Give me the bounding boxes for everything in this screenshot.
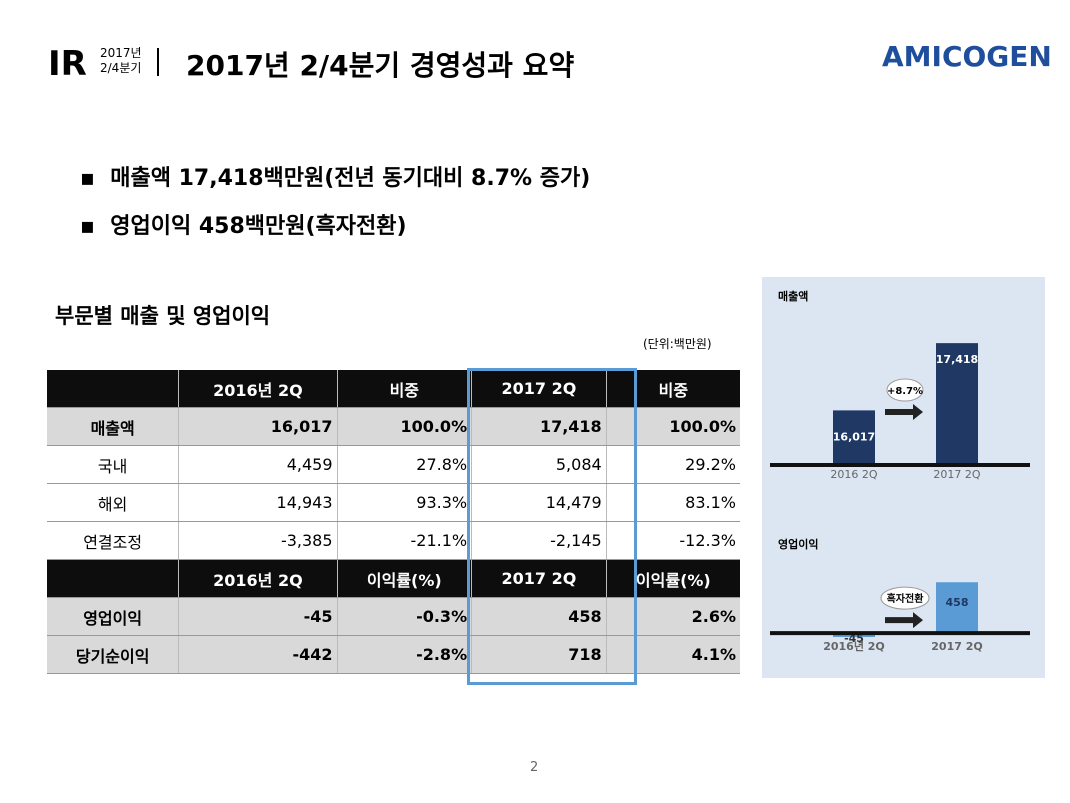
- category-label: 2017 2Q: [931, 640, 982, 653]
- cell: 14,479: [471, 483, 607, 522]
- value-label: -45: [844, 632, 864, 645]
- header-cell: 이익률(%): [605, 559, 740, 598]
- cell: 4,459: [178, 445, 338, 484]
- cell: 2.6%: [605, 597, 740, 636]
- category-label: 2016 2Q: [830, 468, 877, 481]
- unit: (단위:백만원): [643, 337, 712, 351]
- bullet-text: 매출액 17,418백만원(전년 동기대비 8.7% 증가): [110, 166, 591, 191]
- row: 당기순이익 -442 -2.8% 718 4.1%: [47, 635, 740, 674]
- page-number: 2: [530, 760, 539, 775]
- cell: 14,943: [178, 483, 338, 522]
- chart-title: 매출액: [778, 289, 808, 303]
- cell: 458: [471, 597, 607, 636]
- header-cell: [47, 559, 179, 598]
- cell: 당기순이익: [47, 635, 179, 674]
- cell: -45: [178, 597, 338, 636]
- header-cell: 2016년 2Q: [178, 370, 338, 408]
- bar: [833, 410, 875, 464]
- header-cell: [47, 370, 179, 408]
- annotation: +8.7%: [887, 386, 923, 397]
- cell: 100.0%: [605, 407, 740, 446]
- value-label: 16,017: [833, 430, 875, 443]
- row: 연결조정 -3,385 -21.1% -2,145 -12.3%: [47, 521, 740, 560]
- table: 2016년 2Q 비중 2017 2Q 비중 매출액 16,017 100.0% 17,418…: [47, 370, 740, 674]
- row: 영업이익 -45 -0.3% 458 2.6%: [47, 597, 740, 636]
- baseline: [770, 631, 1030, 636]
- cell: -2.8%: [336, 635, 472, 674]
- header-cell: 이익률(%): [336, 559, 472, 598]
- bullet: ▪ 매출액 17,418백만원(전년 동기대비 8.7% 증가): [80, 166, 591, 191]
- cell: 매출액: [47, 407, 179, 446]
- ir-label: IR: [48, 44, 87, 84]
- header-cell: 2017 2Q: [471, 559, 607, 598]
- period-line: 2/4분기: [100, 61, 142, 75]
- bar: [936, 343, 978, 464]
- chart-panel: [762, 277, 1045, 678]
- cell: -2,145: [471, 521, 607, 560]
- cell: 17,418: [471, 407, 607, 446]
- header-row: 2016년 2Q 비중 2017 2Q 비중: [47, 370, 740, 408]
- highlight: [467, 368, 637, 685]
- period-line: 2017년: [100, 46, 142, 60]
- cell: 영업이익: [47, 597, 179, 636]
- period: 2017년 2/4분기: [100, 46, 142, 76]
- cell: 93.3%: [336, 483, 472, 522]
- cell: -12.3%: [605, 521, 740, 560]
- row: 국내 4,459 27.8% 5,084 29.2%: [47, 445, 740, 484]
- header-row: 2016년 2Q 이익률(%) 2017 2Q 이익률(%): [47, 559, 740, 598]
- header-cell: 비중: [605, 370, 740, 408]
- logo: AMICOGEN: [882, 40, 1052, 73]
- cell: -21.1%: [336, 521, 472, 560]
- bullet: ▪ 영업이익 458백만원(흑자전환): [80, 214, 407, 239]
- row: 매출액 16,017 100.0% 17,418 100.0%: [47, 407, 740, 446]
- cell: 29.2%: [605, 445, 740, 484]
- cell: 83.1%: [605, 483, 740, 522]
- cell: 27.8%: [336, 445, 472, 484]
- cell: 16,017: [178, 407, 338, 446]
- cell: -0.3%: [336, 597, 472, 636]
- value-label: 17,418: [936, 353, 978, 366]
- header-cell: 2016년 2Q: [178, 559, 338, 598]
- cell: 718: [471, 635, 607, 674]
- cell: 해외: [47, 483, 179, 522]
- row: 해외 14,943 93.3% 14,479 83.1%: [47, 483, 740, 522]
- header-cell: 2017 2Q: [471, 370, 607, 408]
- cell: 연결조정: [47, 521, 179, 560]
- arrow: [885, 404, 923, 420]
- cell: 4.1%: [605, 635, 740, 674]
- slide-title: 2017년 2/4분기 경영성과 요약: [186, 49, 575, 82]
- cell: -442: [178, 635, 338, 674]
- divider: [157, 48, 159, 76]
- arrow: [885, 612, 923, 629]
- cell: 100.0%: [336, 407, 472, 446]
- category-label: 2016년 2Q: [823, 639, 885, 653]
- cell: -3,385: [178, 521, 338, 560]
- annotation-bubble: [880, 586, 930, 610]
- annotation: 흑자전환: [887, 592, 925, 605]
- bullets: ▪ 매출액 17,418백만원(전년 동기대비 8.7% 증가) ▪ 영업이익 …: [80, 155, 590, 251]
- category-label: 2017 2Q: [933, 468, 980, 481]
- bullet-text: 영업이익 458백만원(흑자전환): [110, 214, 407, 239]
- cell: 5,084: [471, 445, 607, 484]
- section-title: 부문별 매출 및 영업이익: [55, 304, 271, 328]
- header-cell: 비중: [336, 370, 472, 408]
- chart-title: 영업이익: [778, 537, 818, 551]
- cell: 국내: [47, 445, 179, 484]
- annotation-bubble: [886, 378, 924, 402]
- bar: [936, 582, 978, 633]
- value-label: 458: [946, 596, 969, 609]
- baseline: [770, 463, 1030, 467]
